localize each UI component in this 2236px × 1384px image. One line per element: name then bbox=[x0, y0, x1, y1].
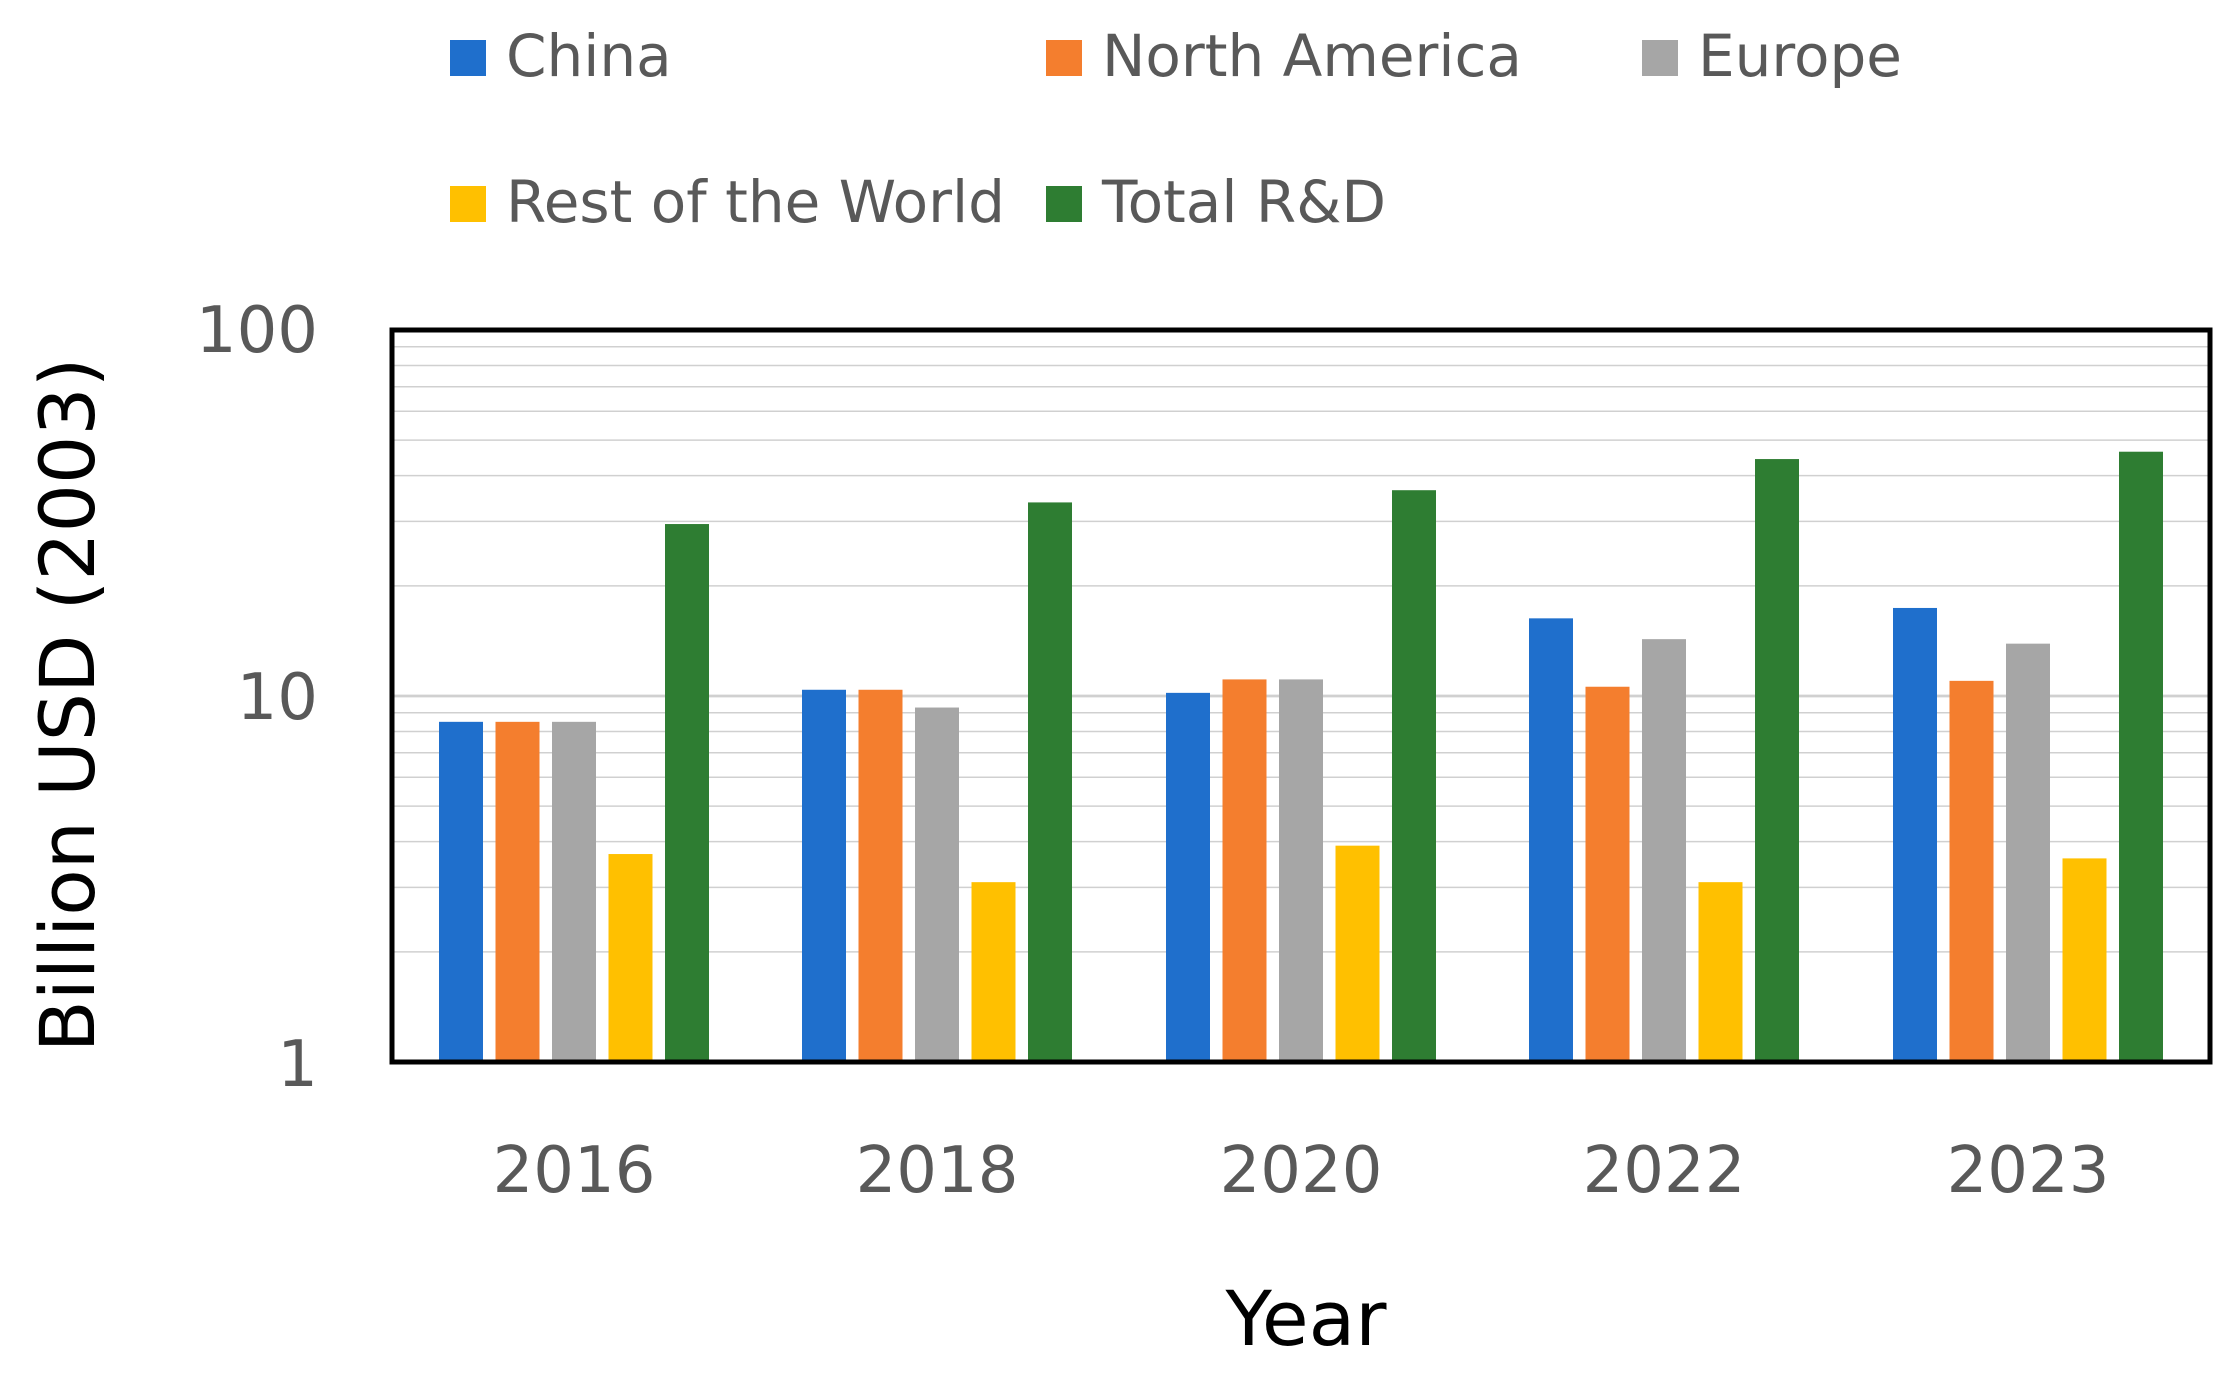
legend-swatch-north-america bbox=[1046, 40, 1082, 76]
bar-china-2018 bbox=[802, 689, 846, 1062]
bar-total-r-d-2018 bbox=[1028, 502, 1072, 1062]
legend-label-china: China bbox=[506, 22, 672, 90]
x-tick-label-2018: 2018 bbox=[856, 1134, 1019, 1208]
y-axis-title: Billion USD (2003) bbox=[23, 358, 112, 1053]
bar-rest-of-the-world-2018 bbox=[971, 882, 1016, 1062]
x-tick-label-2022: 2022 bbox=[1583, 1134, 1746, 1208]
bar-europe-2020 bbox=[1279, 679, 1323, 1062]
x-axis-ticks: 2016 2018 2020 2022 2023 bbox=[493, 1134, 2110, 1208]
legend-label-total-rd: Total R&D bbox=[1101, 168, 1386, 236]
bar-total-r-d-2023 bbox=[2119, 451, 2163, 1062]
bar-europe-2023 bbox=[2006, 643, 2050, 1062]
bar-rest-of-the-world-2020 bbox=[1335, 845, 1380, 1062]
bar-europe-2022 bbox=[1642, 639, 1686, 1062]
x-tick-label-2020: 2020 bbox=[1220, 1134, 1383, 1208]
bar-china-2020 bbox=[1166, 692, 1210, 1062]
bar-china-2022 bbox=[1529, 618, 1573, 1062]
bar-europe-2018 bbox=[915, 707, 959, 1062]
bar-rest-of-the-world-2022 bbox=[1698, 882, 1743, 1062]
bar-total-r-d-2016 bbox=[665, 524, 709, 1062]
x-tick-label-2016: 2016 bbox=[493, 1134, 656, 1208]
bar-north-america-2016 bbox=[495, 721, 540, 1062]
legend-swatch-china bbox=[450, 40, 486, 76]
bar-china-2023 bbox=[1893, 607, 1937, 1062]
legend-label-rest-of-world: Rest of the World bbox=[506, 168, 1005, 236]
bar-north-america-2023 bbox=[1949, 680, 1994, 1062]
y-axis-ticks: 100 10 1 bbox=[196, 294, 318, 1102]
legend-label-north-america: North America bbox=[1102, 22, 1522, 90]
bar-china-2016 bbox=[439, 721, 483, 1062]
bar-rest-of-the-world-2023 bbox=[2062, 858, 2107, 1062]
y-tick-label-1: 1 bbox=[277, 1028, 318, 1102]
bar-north-america-2022 bbox=[1585, 686, 1630, 1062]
bars bbox=[439, 451, 2163, 1062]
x-tick-label-2023: 2023 bbox=[1947, 1134, 2110, 1208]
bar-total-r-d-2020 bbox=[1392, 490, 1436, 1062]
legend-swatch-rest-of-world bbox=[450, 186, 486, 222]
bar-europe-2016 bbox=[552, 721, 596, 1062]
legend-swatch-total-rd bbox=[1046, 186, 1082, 222]
plot-frame bbox=[389, 327, 2213, 1065]
y-tick-label-100: 100 bbox=[196, 294, 318, 368]
legend: China North America Europe Rest of the W… bbox=[450, 22, 1902, 236]
bar-north-america-2020 bbox=[1222, 679, 1267, 1062]
legend-label-europe: Europe bbox=[1698, 22, 1902, 90]
x-axis-title: Year bbox=[1225, 1274, 1388, 1363]
bar-rest-of-the-world-2016 bbox=[608, 854, 653, 1062]
legend-swatch-europe bbox=[1642, 40, 1678, 76]
bar-north-america-2018 bbox=[858, 689, 903, 1062]
y-tick-label-10: 10 bbox=[237, 661, 318, 735]
bar-total-r-d-2022 bbox=[1755, 459, 1799, 1062]
